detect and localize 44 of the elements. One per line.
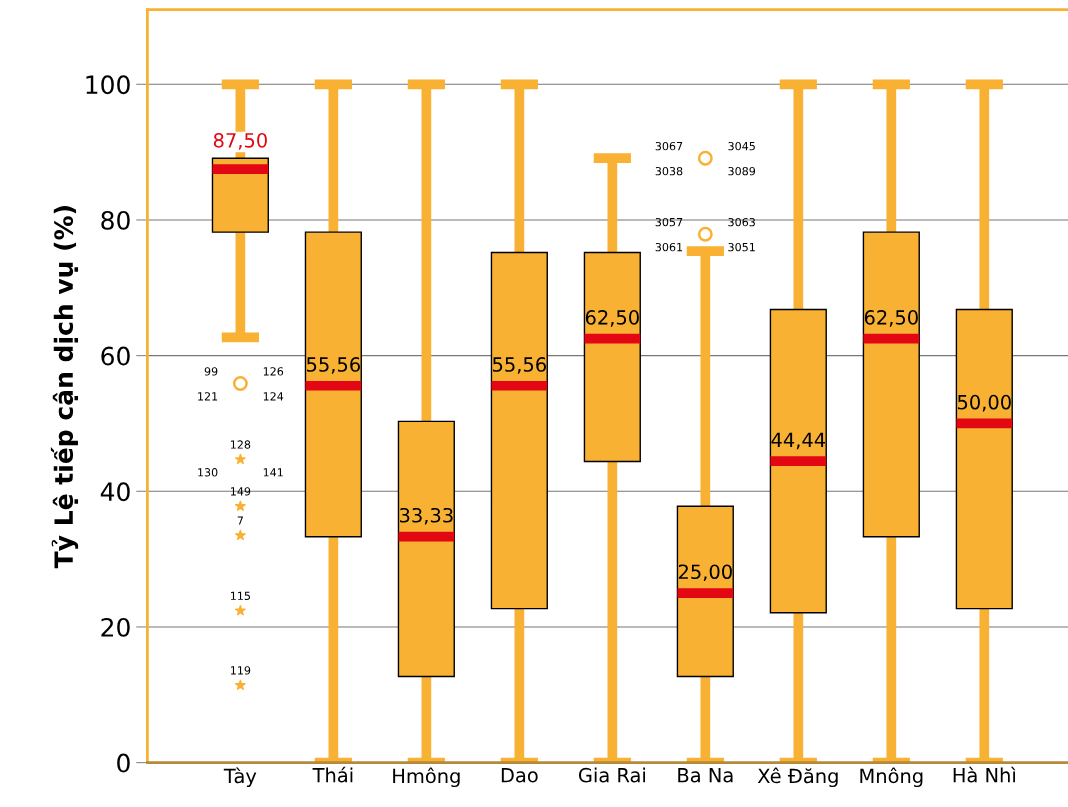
annotation: 124 bbox=[263, 392, 284, 401]
y-tick-label: 40 bbox=[100, 482, 130, 502]
text: 55,56 bbox=[493, 357, 546, 374]
text: 55,56 bbox=[307, 357, 360, 374]
x-tick-label: Tày bbox=[223, 767, 257, 788]
text: 25,00 bbox=[678, 564, 732, 582]
annotation: 128 bbox=[230, 440, 251, 449]
annotation: 3051 bbox=[728, 242, 755, 252]
y-tick-label: 80 bbox=[101, 210, 130, 230]
y-tick-label: 20 bbox=[101, 617, 130, 637]
annotation: 115 bbox=[230, 591, 251, 601]
text: 62,50 bbox=[864, 310, 918, 327]
annotation: 141 bbox=[263, 468, 283, 477]
y-tick-label: 60 bbox=[101, 346, 130, 366]
y-tick-label: 100 bbox=[86, 75, 130, 95]
x-tick-label: Mnông bbox=[860, 767, 923, 788]
y-axis-title: Tỷ Lệ tiếp cận dịch vụ (%) bbox=[50, 206, 79, 569]
annotation: 130 bbox=[198, 468, 218, 477]
annotation: 149 bbox=[230, 487, 251, 496]
annotation: 3045 bbox=[728, 141, 755, 151]
x-tick-label: Gia Rai bbox=[578, 767, 645, 783]
annotation: 99 bbox=[204, 367, 218, 376]
text: 44,44 bbox=[771, 432, 826, 450]
annotation: 3061 bbox=[655, 242, 683, 252]
y-tick-label: 0 bbox=[117, 753, 130, 773]
annotation: 3057 bbox=[655, 217, 683, 227]
annotation: 3089 bbox=[728, 166, 756, 176]
annotation: 7 bbox=[237, 516, 243, 525]
annotation: 126 bbox=[263, 367, 284, 376]
annotation: 121 bbox=[198, 392, 218, 401]
x-tick-label: Ba Na bbox=[678, 768, 733, 783]
annotation: 3067 bbox=[655, 141, 683, 151]
text: 87,50 bbox=[213, 132, 267, 150]
annotation: 3063 bbox=[728, 217, 755, 227]
x-tick-label: Hmông bbox=[393, 767, 460, 788]
text: 62,50 bbox=[585, 310, 639, 327]
annotation: 3038 bbox=[655, 166, 683, 176]
x-tick-label: Xê Đăng bbox=[757, 767, 838, 788]
x-tick-label: Dao bbox=[501, 768, 538, 783]
text: 33,33 bbox=[400, 507, 453, 525]
x-tick-label: Thái bbox=[312, 766, 353, 783]
annotation: 119 bbox=[230, 666, 251, 675]
text: 50,00 bbox=[957, 394, 1011, 412]
x-tick-label: Hà Nhì bbox=[953, 766, 1016, 783]
